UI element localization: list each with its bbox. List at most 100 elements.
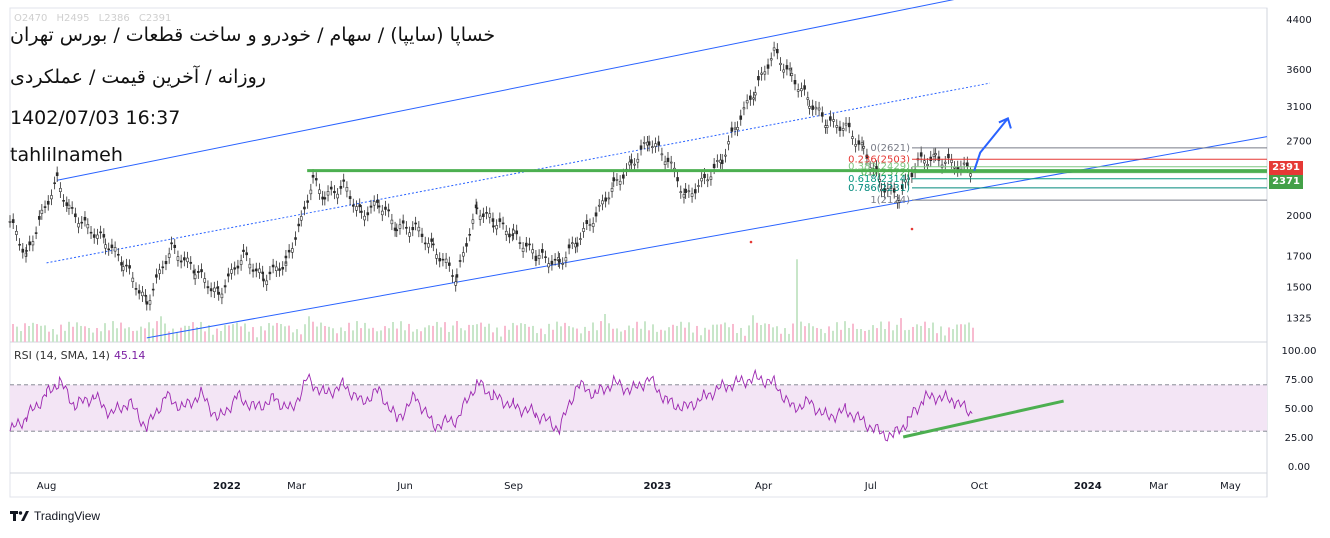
candle-body-52	[164, 260, 168, 265]
candle-body-265	[796, 89, 800, 92]
candle-body-76	[236, 265, 240, 269]
candle-body-54	[170, 242, 173, 245]
volume-bar-82	[340, 327, 342, 342]
candle-body-275	[825, 125, 829, 128]
volume-bar-169	[688, 322, 690, 342]
volume-bar-86	[356, 321, 358, 342]
rsi-legend[interactable]: RSI (14, SMA, 14) 45.14	[14, 349, 145, 362]
candle-body-300	[900, 184, 904, 189]
candle-body-48	[151, 288, 155, 291]
volume-bar-144	[588, 330, 590, 342]
volume-bar-128	[524, 324, 526, 342]
candle-body-132	[401, 220, 405, 224]
candle-body-213	[639, 145, 643, 150]
volume-bar-212	[860, 329, 862, 342]
volume-bar-153	[624, 330, 626, 342]
candle-body-170	[512, 229, 515, 234]
price-axis-label-1: 3600	[1286, 65, 1311, 76]
rsi-legend-value: 45.14	[113, 349, 146, 362]
candle-body-257	[772, 47, 776, 51]
candle-body-231	[693, 189, 697, 194]
volume-bar-30	[132, 330, 134, 342]
candle-body-47	[148, 300, 152, 305]
candle-body-258	[776, 48, 779, 54]
candle-body-88	[271, 264, 275, 268]
ohlc-close: C2391	[138, 13, 172, 24]
volume-bar-190	[772, 327, 774, 342]
candle-body-38	[121, 266, 125, 271]
candle-body-227	[682, 194, 686, 198]
candle-body-175	[528, 243, 531, 246]
candle-body-261	[785, 65, 789, 70]
tradingview-logo[interactable]: TradingView	[10, 509, 100, 523]
candle-body-302	[907, 177, 910, 180]
candle-body-50	[158, 269, 161, 274]
candle-body-12	[43, 206, 47, 208]
candle-body-320	[962, 162, 966, 165]
volume-bar-182	[740, 327, 742, 342]
channel-mid-line	[46, 82, 990, 264]
volume-bar-211	[856, 328, 858, 342]
volume-bar-87	[360, 328, 362, 342]
candle-body-134	[408, 232, 411, 237]
volume-bar-15	[72, 326, 74, 342]
volume-bar-18	[84, 326, 86, 342]
volume-bar-29	[128, 327, 130, 342]
volume-bar-60	[252, 327, 254, 342]
candle-body-211	[633, 163, 636, 166]
candle-body-174	[525, 242, 528, 247]
candle-body-11	[40, 209, 44, 214]
candle-body-212	[636, 158, 640, 163]
volume-bar-137	[560, 326, 562, 342]
candle-body-167	[504, 230, 508, 236]
candle-body-171	[515, 230, 519, 235]
price-axis-label-0: 4400	[1286, 15, 1311, 26]
candle-body-234	[703, 173, 706, 179]
volume-bar-96	[396, 328, 398, 342]
volume-bar-139	[568, 326, 570, 342]
candle-body-83	[258, 268, 261, 273]
candle-body-77	[239, 260, 243, 265]
volume-bar-208	[844, 321, 846, 342]
candle-body-238	[716, 160, 719, 162]
candle-body-294	[883, 188, 886, 193]
volume-bar-206	[836, 322, 838, 342]
volume-bar-183	[744, 335, 746, 342]
volume-bar-143	[584, 326, 586, 342]
candle-body-17	[59, 187, 62, 193]
candle-body-128	[390, 219, 394, 225]
volume-bar-24	[108, 330, 110, 342]
candle-body-64	[200, 269, 203, 273]
volume-bar-14	[68, 321, 70, 342]
candle-body-248	[745, 100, 749, 104]
volume-bar-78	[324, 326, 326, 342]
candle-body-61	[192, 270, 196, 274]
volume-bar-107	[440, 327, 442, 342]
candle-body-63	[197, 271, 200, 273]
candle-body-2	[15, 231, 18, 235]
signal-dot-2	[910, 227, 914, 231]
volume-bar-81	[336, 333, 338, 342]
volume-bar-171	[696, 325, 698, 342]
volume-bar-238	[964, 324, 966, 342]
volume-bar-205	[832, 330, 834, 342]
candle-body-4	[21, 248, 25, 253]
time-axis-label-0: Aug	[37, 481, 57, 492]
candle-body-143	[435, 254, 438, 259]
volume-bar-141	[576, 328, 578, 342]
volume-bar-102	[420, 331, 422, 342]
fib-level-label-4: 0.618(2314)	[848, 174, 910, 185]
candle-body-107	[326, 191, 330, 196]
candle-body-314	[943, 161, 947, 164]
candle-body-71	[220, 293, 224, 299]
volume-bar-220	[892, 330, 894, 342]
volume-bar-11	[56, 334, 58, 342]
candle-body-108	[329, 186, 333, 190]
chart-datetime: 1402/07/03 16:37	[10, 107, 181, 129]
volume-bar-119	[488, 323, 490, 342]
volume-bar-232	[940, 326, 942, 342]
candle-body-256	[769, 58, 773, 61]
volume-bar-186	[756, 322, 758, 342]
